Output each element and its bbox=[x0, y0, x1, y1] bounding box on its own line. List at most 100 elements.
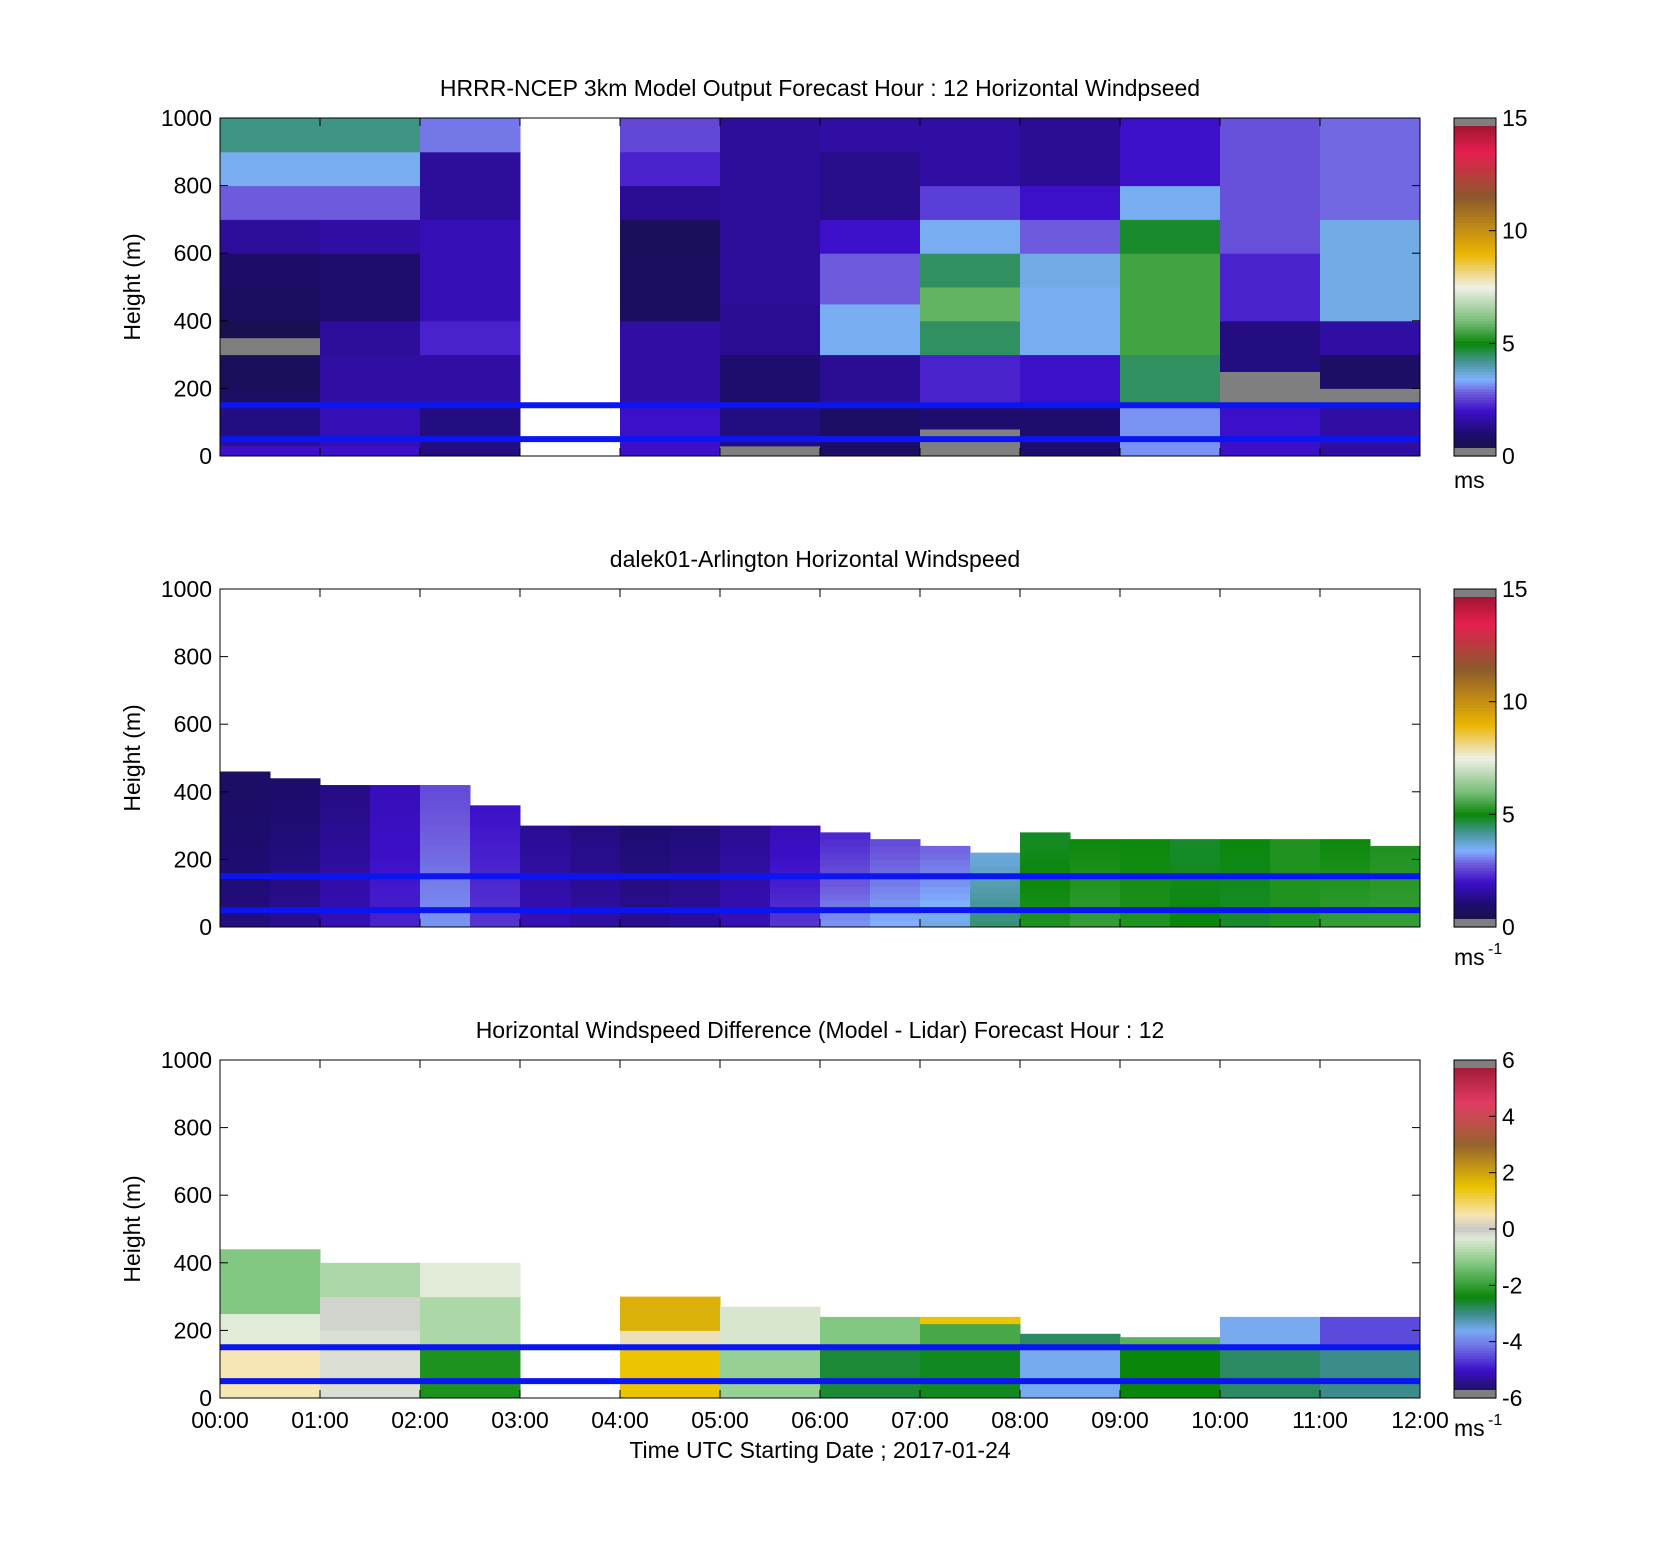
colorbar-segment bbox=[1454, 907, 1496, 911]
lidar-cell bbox=[1270, 845, 1321, 854]
panel-model-y-ticks: 0 200 400 600 800 1000 bbox=[161, 105, 1420, 469]
x-axis-label: Time UTC Starting Date ; 2017-01-24 bbox=[629, 1437, 1011, 1463]
colorbar-segment bbox=[1454, 194, 1496, 198]
lidar-cell bbox=[670, 852, 721, 860]
lidar-cell bbox=[420, 832, 471, 840]
colorbar-segment bbox=[1454, 247, 1496, 251]
lidar-cell bbox=[270, 852, 321, 860]
colorbar-segment bbox=[1454, 284, 1496, 288]
colorbar-segment bbox=[1454, 165, 1496, 170]
lidar-cell bbox=[370, 805, 421, 813]
colorbar-segment bbox=[1454, 216, 1496, 220]
colorbar-segment bbox=[1454, 213, 1496, 218]
lidar-cell bbox=[1370, 866, 1421, 874]
lidar-cell bbox=[570, 886, 621, 894]
y-tick-label: 600 bbox=[174, 240, 212, 266]
model-cell bbox=[420, 219, 521, 322]
lidar-cell bbox=[1220, 886, 1271, 894]
lidar-cell bbox=[1220, 839, 1271, 847]
lidar-cell bbox=[1170, 879, 1221, 887]
colorbar-segment bbox=[1454, 239, 1496, 243]
lidar-cell bbox=[470, 893, 521, 901]
colorbar-segment bbox=[1454, 1330, 1496, 1334]
colorbar-segment bbox=[1454, 769, 1496, 773]
lidar-cell bbox=[670, 825, 721, 833]
colorbar-segment bbox=[1454, 1305, 1496, 1309]
lidar-cell bbox=[620, 852, 671, 860]
lidar-cell bbox=[470, 852, 521, 860]
colorbar-segment bbox=[1454, 1276, 1496, 1281]
lidar-cell bbox=[470, 886, 521, 894]
lidar-cell bbox=[520, 839, 571, 847]
colorbar-segment bbox=[1454, 690, 1496, 694]
colorbar-segment bbox=[1454, 867, 1496, 872]
lidar-cell bbox=[1070, 859, 1121, 867]
colorbar-segment bbox=[1454, 227, 1496, 232]
lidar-cell bbox=[1120, 845, 1171, 854]
model-cell bbox=[720, 445, 821, 457]
colorbar-segment bbox=[1454, 1319, 1496, 1323]
lidar-cell bbox=[470, 879, 521, 887]
model-cell bbox=[1220, 320, 1321, 372]
colorbar-segment bbox=[1454, 603, 1496, 607]
lidar-cell bbox=[220, 866, 271, 874]
colorbar-segment bbox=[1454, 439, 1496, 443]
colorbar-tick-label: 6 bbox=[1502, 1047, 1515, 1073]
colorbar-segment bbox=[1454, 1290, 1496, 1295]
lidar-cell bbox=[270, 899, 321, 908]
difference-cell bbox=[1020, 1347, 1121, 1399]
colorbar-segment bbox=[1454, 749, 1496, 753]
colorbar-segment bbox=[1454, 758, 1496, 762]
colorbar-segment bbox=[1454, 261, 1496, 266]
colorbar-segment bbox=[1454, 673, 1496, 677]
colorbar-segment bbox=[1454, 348, 1496, 353]
lidar-cell bbox=[970, 886, 1021, 894]
panel-difference-colorbar: -6 -4 -2 0 2 4 6 ms -1 bbox=[1453, 1047, 1523, 1441]
colorbar-segment bbox=[1454, 275, 1496, 280]
lidar-cell bbox=[970, 920, 1021, 928]
colorbar-segment bbox=[1454, 219, 1496, 223]
lidar-cell bbox=[770, 899, 821, 908]
lidar-cell bbox=[970, 859, 1021, 867]
lidar-cell bbox=[870, 893, 921, 901]
model-cell bbox=[1020, 253, 1121, 288]
lidar-cell bbox=[1170, 859, 1221, 867]
model-cell bbox=[1120, 118, 1221, 187]
colorbar-segment bbox=[1454, 210, 1496, 215]
lidar-cell bbox=[1270, 913, 1321, 921]
lidar-cell bbox=[720, 920, 771, 928]
lidar-cell bbox=[320, 866, 371, 874]
colorbar-segment bbox=[1454, 1364, 1496, 1368]
colorbar-segment bbox=[1454, 354, 1496, 359]
lidar-cell bbox=[420, 791, 471, 800]
colorbar-segment bbox=[1454, 1243, 1496, 1247]
lidar-cell bbox=[420, 913, 471, 921]
lidar-cell bbox=[620, 832, 671, 840]
colorbar-segment bbox=[1454, 343, 1496, 347]
colorbar-segment bbox=[1454, 738, 1496, 742]
colorbar-segment bbox=[1454, 1369, 1496, 1374]
lidar-cell bbox=[520, 893, 571, 901]
model-cell bbox=[320, 185, 421, 220]
colorbar-segment bbox=[1454, 1178, 1496, 1182]
colorbar-segment bbox=[1454, 684, 1496, 689]
lidar-cell bbox=[470, 866, 521, 874]
colorbar-segment bbox=[1454, 1307, 1496, 1312]
colorbar-segment bbox=[1454, 884, 1496, 889]
lidar-cell bbox=[920, 893, 971, 901]
colorbar-segment bbox=[1454, 126, 1496, 130]
colorbar-segment bbox=[1454, 1352, 1496, 1357]
lidar-cell bbox=[320, 913, 371, 921]
lidar-cell bbox=[820, 852, 871, 860]
lidar-cell bbox=[1270, 859, 1321, 867]
colorbar-segment bbox=[1454, 901, 1496, 906]
lidar-cell bbox=[870, 913, 921, 921]
difference-cell bbox=[1220, 1347, 1321, 1399]
lidar-cell bbox=[370, 859, 421, 867]
panel-model-cells bbox=[220, 118, 1421, 457]
colorbar-segment bbox=[1454, 188, 1496, 192]
colorbar-segment bbox=[1454, 371, 1496, 375]
lidar-cell bbox=[320, 859, 371, 867]
lidar-cell bbox=[820, 920, 871, 928]
colorbar-segment bbox=[1454, 774, 1496, 779]
